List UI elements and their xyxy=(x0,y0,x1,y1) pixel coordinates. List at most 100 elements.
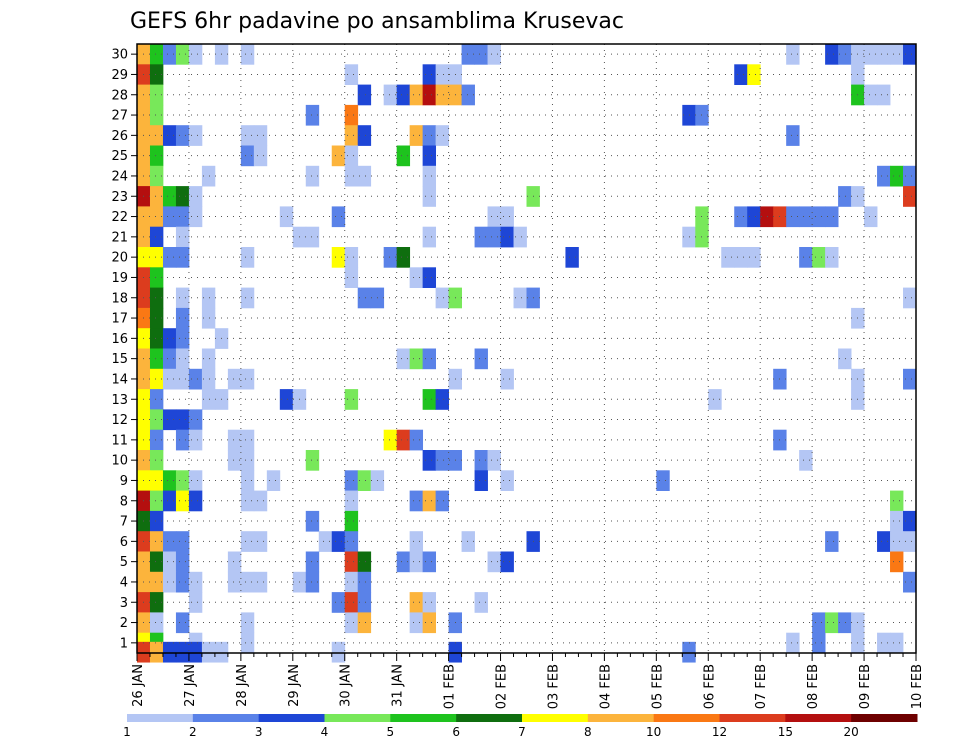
heatmap-cell xyxy=(409,551,424,573)
heatmap-cell xyxy=(474,226,488,248)
y-tick-label: 3 xyxy=(120,596,128,611)
y-tick-label: 22 xyxy=(111,210,128,225)
heatmap-cell xyxy=(461,531,475,552)
heatmap-cell xyxy=(149,592,164,613)
heatmap-cell xyxy=(903,287,917,309)
heatmap-cell xyxy=(149,571,164,593)
heatmap-cell xyxy=(903,44,917,65)
heatmap-cell xyxy=(162,531,177,552)
heatmap-cell xyxy=(435,450,449,471)
heatmap-cell xyxy=(201,641,216,663)
heatmap-cell xyxy=(708,389,722,410)
heatmap-cell xyxy=(422,592,437,613)
heatmap-cell xyxy=(201,368,216,390)
heatmap-cell xyxy=(864,84,878,106)
heatmap-cell xyxy=(149,328,164,349)
heatmap-cell xyxy=(188,125,203,146)
y-tick-label: 7 xyxy=(120,515,128,530)
heatmap-cell xyxy=(890,165,904,187)
heatmap-cell xyxy=(786,125,800,146)
heatmap-cell xyxy=(422,125,437,146)
colorbar-bin xyxy=(390,714,457,722)
heatmap-cell xyxy=(331,531,346,552)
heatmap-cell xyxy=(422,186,437,207)
heatmap-cell xyxy=(149,429,164,451)
heatmap-cell xyxy=(903,186,917,207)
heatmap-cell xyxy=(253,571,268,593)
heatmap-cell xyxy=(149,368,164,390)
heatmap-cell xyxy=(396,247,411,268)
x-tick-label: 02 FEB xyxy=(495,664,510,709)
heatmap-cell xyxy=(305,165,320,187)
heatmap-cell xyxy=(877,531,891,552)
heatmap-cell xyxy=(890,510,904,532)
heatmap-cell xyxy=(747,64,761,85)
heatmap-cell xyxy=(409,592,424,613)
heatmap-cell xyxy=(734,247,748,268)
heatmap-cell xyxy=(487,226,501,248)
heatmap-cell xyxy=(188,592,203,613)
heatmap-cell xyxy=(396,145,411,167)
x-tick-label: 05 FEB xyxy=(650,664,665,709)
heatmap-cell xyxy=(188,44,203,65)
heatmap-cell xyxy=(409,612,424,634)
y-tick-label: 30 xyxy=(111,48,128,63)
heatmap-cell xyxy=(682,226,696,248)
heatmap-cell xyxy=(240,450,255,471)
heatmap-cell xyxy=(201,287,216,309)
x-tick-label: 03 FEB xyxy=(546,664,561,709)
heatmap-cell xyxy=(825,247,839,268)
heatmap-cell xyxy=(279,206,294,228)
heatmap-cell xyxy=(227,368,242,390)
heatmap-cell xyxy=(240,145,255,167)
heatmap-cell xyxy=(201,348,216,370)
heatmap-cell xyxy=(149,267,164,288)
heatmap-cell xyxy=(474,470,488,491)
heatmap-cell xyxy=(487,206,501,228)
heatmap-cell xyxy=(175,307,190,329)
heatmap-cell xyxy=(786,44,800,65)
colorbar-label: 4 xyxy=(321,725,329,739)
heatmap-cell xyxy=(500,226,514,248)
heatmap-cell xyxy=(227,450,242,471)
y-tick-label: 24 xyxy=(111,169,128,184)
heatmap-cell xyxy=(149,531,164,552)
heatmap-cell xyxy=(409,490,424,512)
heatmap-cell xyxy=(188,641,203,663)
heatmap-cell xyxy=(175,551,190,573)
heatmap-cell xyxy=(253,531,268,552)
heatmap-cell xyxy=(409,348,424,370)
heatmap-cell xyxy=(422,84,437,106)
y-tick-label: 4 xyxy=(120,575,128,590)
heatmap-cell xyxy=(214,641,229,663)
heatmap-cell xyxy=(149,247,164,268)
heatmap-cell xyxy=(279,389,294,410)
y-tick-label: 5 xyxy=(120,555,128,570)
heatmap-cell xyxy=(305,104,320,126)
colorbar-label: 10 xyxy=(646,725,661,739)
x-axis: 26 JAN 27 JAN 28 JAN 29 JAN 30 JAN 31 JAN 01 F… xyxy=(131,653,925,709)
heatmap-cell xyxy=(175,206,190,228)
heatmap-cell xyxy=(487,44,501,65)
y-tick-label: 20 xyxy=(111,251,128,266)
heatmap-cell xyxy=(162,641,177,663)
heatmap-cell xyxy=(383,247,398,268)
heatmap-cell xyxy=(318,531,333,552)
heatmap-cell xyxy=(890,632,904,654)
heatmap-cell xyxy=(149,84,164,106)
heatmap-cell xyxy=(734,64,748,85)
heatmap-cells xyxy=(137,44,917,663)
heatmap-cell xyxy=(344,551,359,573)
x-tick-label: 04 FEB xyxy=(598,664,613,709)
heatmap-cell xyxy=(344,267,359,288)
y-tick-label: 10 xyxy=(111,454,128,469)
heatmap-cell xyxy=(175,348,190,370)
heatmap-cell xyxy=(422,64,437,85)
colorbar-bin xyxy=(719,714,786,722)
colorbar-bin xyxy=(127,714,194,722)
heatmap-cell xyxy=(344,104,359,126)
heatmap-cell xyxy=(357,592,372,613)
heatmap-cell xyxy=(240,125,255,146)
heatmap-cell xyxy=(890,551,904,573)
